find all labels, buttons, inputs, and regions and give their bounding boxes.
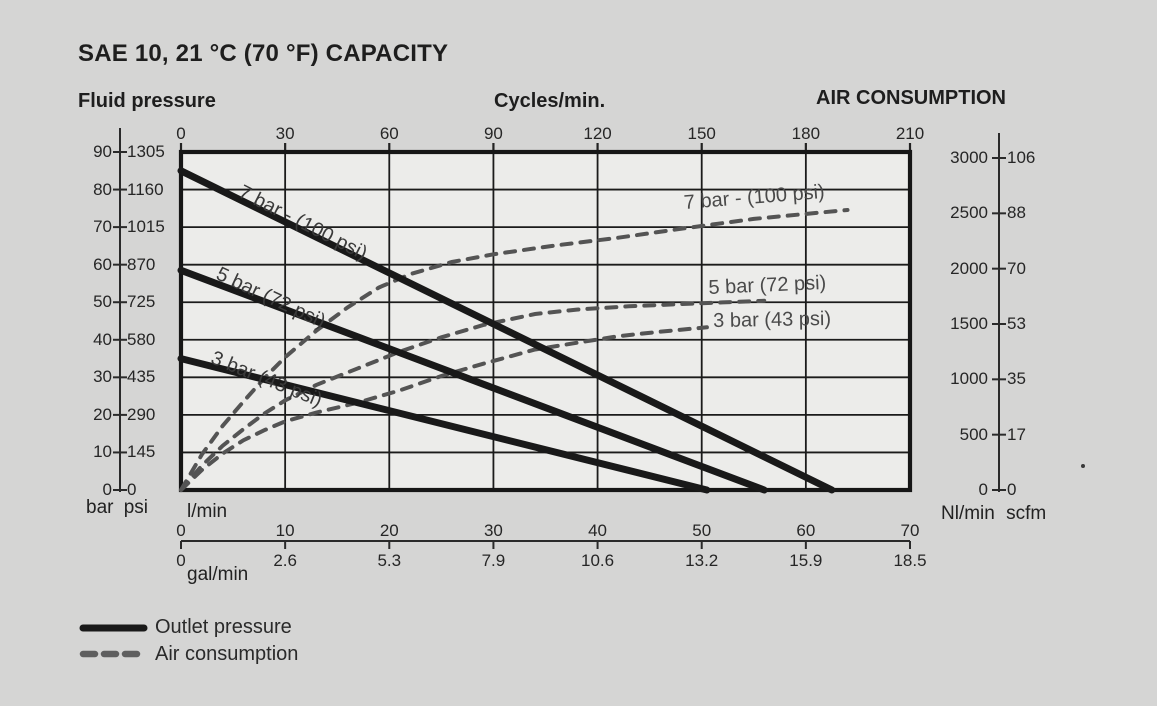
- plot-area: [181, 152, 910, 490]
- tick-label: 30: [275, 124, 295, 143]
- tick-label: 10.6: [581, 551, 615, 570]
- tick-label: 10: [93, 442, 112, 462]
- outlet-pressure-7bar-line: [177, 167, 836, 494]
- tick-label: 0: [176, 521, 186, 540]
- legend-outlet-label: Outlet pressure: [155, 616, 292, 638]
- tick-label: 80: [93, 179, 112, 199]
- tick-label: 60: [93, 254, 112, 274]
- tick-label: 60: [379, 124, 399, 143]
- plot-border: [178, 149, 913, 493]
- tick-label: 40: [93, 329, 112, 349]
- tick-label: 150: [687, 124, 716, 143]
- air-3bar-label: 3 bar (43 psi): [713, 307, 832, 332]
- right-axis-units: Nl/min scfm: [941, 503, 1047, 524]
- tick-label: 70: [1007, 258, 1026, 278]
- air-consumption-3bar-line: [179, 325, 709, 492]
- tick-label: 1000: [950, 369, 988, 389]
- outlet-pressure-3bar-line: [177, 355, 711, 494]
- stray-dot: [1081, 464, 1085, 468]
- tick-label: 106: [1007, 148, 1036, 167]
- top-axis-header: Cycles/min.: [494, 90, 606, 112]
- tick-label: 30: [483, 521, 503, 540]
- tick-label: 40: [588, 521, 608, 540]
- tick-label: 70: [93, 217, 112, 237]
- tick-label: 870: [127, 254, 156, 274]
- tick-label: 35: [1007, 369, 1026, 389]
- tick-label: 0: [176, 124, 186, 143]
- tick-label: 180: [791, 124, 821, 143]
- bottom-axis-unit-gal: gal/min: [187, 564, 249, 585]
- tick-label: 290: [127, 404, 156, 424]
- tick-label: 120: [583, 124, 612, 143]
- tick-label: 0: [978, 480, 988, 499]
- tick-label: 18.5: [893, 551, 927, 570]
- outlet-pressure-5bar-line: [177, 266, 768, 494]
- air-consumption-5bar-line: [179, 298, 767, 492]
- tick-label: 50: [692, 521, 712, 540]
- tick-label: 1500: [950, 314, 988, 333]
- tick-label: 0: [1007, 480, 1017, 499]
- tick-label: 0: [102, 480, 112, 499]
- tick-label: 30: [93, 367, 112, 387]
- left-axis-header: Fluid pressure: [78, 90, 216, 112]
- air-consumption-7bar-line: [179, 208, 850, 492]
- tick-label: 2.6: [273, 551, 297, 570]
- tick-label: 90: [93, 142, 112, 161]
- tick-label: 10: [275, 521, 295, 540]
- tick-label: 1305: [127, 142, 165, 161]
- tick-label: 70: [900, 521, 920, 540]
- tick-label: 1015: [127, 217, 165, 237]
- tick-label: 1160: [127, 179, 164, 199]
- bottom-axis-unit-lmin: l/min: [187, 501, 228, 522]
- tick-label: 50: [93, 292, 112, 312]
- tick-label: 725: [127, 292, 156, 312]
- tick-label: 13.2: [685, 551, 719, 570]
- tick-label: 7.9: [481, 551, 506, 570]
- tick-label: 0: [176, 551, 186, 570]
- tick-label: 88: [1007, 203, 1026, 223]
- tick-label: 20: [379, 521, 399, 540]
- tick-label: 15.9: [789, 551, 823, 570]
- right-axis-header: AIR CONSUMPTION: [816, 87, 1006, 109]
- tick-label: 53: [1007, 314, 1026, 333]
- tick-label: 500: [959, 424, 988, 444]
- tick-label: 17: [1007, 424, 1026, 444]
- left-axis-units: bar psi: [86, 497, 149, 518]
- tick-label: 210: [895, 124, 925, 143]
- legend-air-label: Air consumption: [155, 643, 299, 665]
- tick-label: 5.3: [377, 551, 402, 570]
- tick-label: 2000: [950, 258, 988, 278]
- tick-label: 3000: [950, 148, 988, 167]
- tick-label: 2500: [950, 203, 988, 223]
- page-title: SAE 10, 21 °C (70 °F) CAPACITY: [78, 40, 449, 67]
- tick-label: 145: [127, 442, 156, 462]
- tick-label: 435: [127, 367, 156, 387]
- tick-label: 580: [127, 329, 156, 349]
- tick-label: 20: [93, 404, 112, 424]
- tick-label: 60: [796, 521, 816, 540]
- tick-label: 90: [483, 124, 503, 143]
- tick-label: 0: [127, 480, 137, 499]
